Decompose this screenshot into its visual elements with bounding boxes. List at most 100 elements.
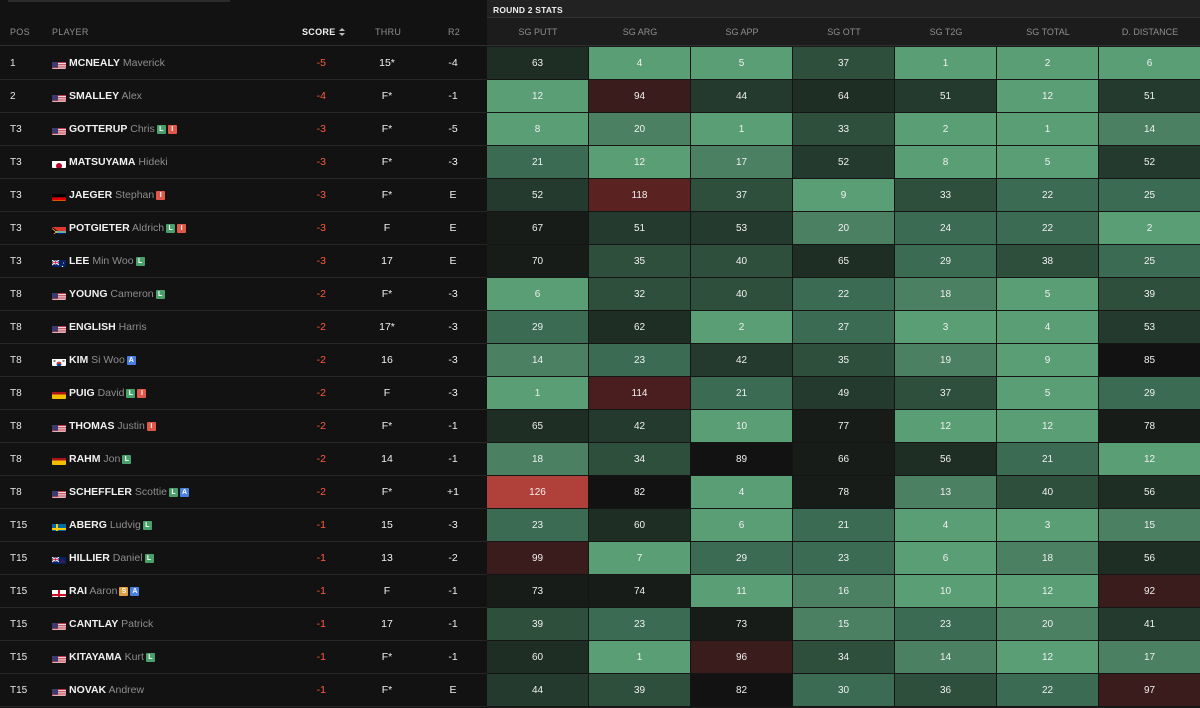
player-name[interactable]: THOMAS Justin I [69,420,156,432]
player-row[interactable]: T3 MATSUYAMA Hideki -3 F* -3 [0,146,487,179]
stat-cell-sg-ott: 15 [793,608,895,641]
player-name[interactable]: KITAYAMA Kurt L [69,651,155,663]
player-last-name: ENGLISH [69,321,116,333]
live-badge-icon: L [169,488,179,497]
stat-header-sg-app[interactable]: SG APP [725,27,759,37]
korea-flag-icon [52,356,66,366]
stat-cell-sg-t2g: 6 [895,542,997,575]
player-row[interactable]: T3 GOTTERUP Chris L I -3 F* -5 [0,113,487,146]
player-name[interactable]: CANTLAY Patrick [69,618,153,630]
player-row[interactable]: T15 ABERG Ludvig L -1 15 -3 [0,509,487,542]
player-first-name: Kurt [121,651,144,663]
player-name[interactable]: YOUNG Cameron L [69,288,165,300]
player-row[interactable]: T8 RAHM Jon L -2 14 -1 [0,443,487,476]
player-round2: -2 [448,552,458,564]
player-thru: F* [381,123,393,135]
player-position: T15 [10,586,28,597]
header-r2[interactable]: R2 [448,27,461,37]
player-name[interactable]: PUIG David L I [69,387,147,399]
stat-cell-sg-ott: 34 [793,641,895,674]
player-name[interactable]: KIM Si Woo A [69,354,136,366]
stat-cell-sg-putt: 12 [487,80,589,113]
stat-cell-sg-putt: 21 [487,146,589,179]
player-last-name: MCNEALY [69,57,120,69]
player-row[interactable]: T15 HILLIER Daniel L -1 13 -2 [0,542,487,575]
stat-cell-sg-arg: 1 [589,641,691,674]
player-name[interactable]: MATSUYAMA Hideki [69,156,168,168]
stat-cell-sg-app: 5 [691,47,793,80]
player-name[interactable]: ABERG Ludvig L [69,519,152,531]
stat-cell-sg-ott: 65 [793,245,895,278]
player-name[interactable]: MCNEALY Maverick [69,57,165,69]
player-row[interactable]: T8 KIM Si Woo A -2 16 -3 [0,344,487,377]
player-thru: F* [381,288,393,300]
player-name[interactable]: HILLIER Daniel L [69,552,154,564]
player-name[interactable]: LEE Min Woo L [69,255,145,267]
player-round2: -3 [448,156,458,168]
stat-cell-sg-app: 21 [691,377,793,410]
usa-flag-icon [52,125,66,135]
player-score: -3 [316,189,326,201]
stats-row: 23 60 6 21 4 3 15 [487,509,1200,542]
stat-cell-d-distance: 78 [1099,410,1200,443]
player-score: -2 [316,486,326,498]
stat-cell-sg-total: 20 [997,608,1099,641]
player-row[interactable]: T8 PUIG David L I -2 F -3 [0,377,487,410]
player-row[interactable]: T15 NOVAK Andrew -1 F* E [0,674,487,707]
stat-cell-sg-ott: 16 [793,575,895,608]
player-row[interactable]: T8 ENGLISH Harris -2 17* -3 [0,311,487,344]
stats-panel: ROUND 2 STATS SG PUTT SG ARG SG APP SG OTT S… [487,0,1200,708]
stat-header-sg-putt[interactable]: SG PUTT [518,27,558,37]
player-row[interactable]: 2 SMALLEY Alex -4 F* -1 [0,80,487,113]
player-row[interactable]: T8 SCHEFFLER Scottie L A -2 F* +1 [0,476,487,509]
stat-header-sg-total[interactable]: SG TOTAL [1026,27,1070,37]
player-row[interactable]: T8 YOUNG Cameron L -2 F* -3 [0,278,487,311]
player-row[interactable]: T15 KITAYAMA Kurt L -1 F* -1 [0,641,487,674]
player-row[interactable]: T3 LEE Min Woo L -3 17 E [0,245,487,278]
stat-header-sg-arg[interactable]: SG ARG [622,27,658,37]
stat-cell-d-distance: 29 [1099,377,1200,410]
player-thru: 16 [381,354,393,366]
player-round2: -1 [448,90,458,102]
player-name[interactable]: GOTTERUP Chris L I [69,123,177,135]
japan-flag-icon [52,158,66,168]
player-row[interactable]: T3 JAEGER Stephan I -3 F* E [0,179,487,212]
header-thru[interactable]: THRU [375,27,402,37]
player-first-name: Si Woo [88,354,125,366]
stat-header-d-distance[interactable]: D. DISTANCE [1121,27,1179,37]
player-row[interactable]: T15 RAI Aaron S A -1 F -1 [0,575,487,608]
player-name[interactable]: RAHM Jon L [69,453,132,465]
player-name[interactable]: JAEGER Stephan I [69,189,166,201]
player-thru: F* [381,90,393,102]
player-row[interactable]: T3 POTGIETER Aldrich L I -3 F E [0,212,487,245]
player-thru: F* [381,189,393,201]
player-name[interactable]: SMALLEY Alex [69,90,142,102]
player-name[interactable]: POTGIETER Aldrich L I [69,222,187,234]
stat-cell-sg-arg: 4 [589,47,691,80]
player-last-name: YOUNG [69,288,108,300]
player-thru: 15* [379,57,395,69]
header-player[interactable]: PLAYER [52,27,89,37]
player-last-name: HILLIER [69,552,110,564]
player-first-name: Daniel [109,552,143,564]
stat-header-sg-ott[interactable]: SG OTT [827,27,861,37]
header-score[interactable]: SCORE [302,27,345,37]
player-name[interactable]: ENGLISH Harris [69,321,147,333]
stat-header-sg-t2g[interactable]: SG T2G [929,27,963,37]
stat-cell-sg-total: 12 [997,575,1099,608]
header-pos[interactable]: POS [10,27,30,37]
player-score: -3 [316,255,326,267]
stat-cell-sg-app: 44 [691,80,793,113]
player-name[interactable]: SCHEFFLER Scottie L A [69,486,190,498]
player-row[interactable]: 1 MCNEALY Maverick -5 15* -4 [0,47,487,80]
player-score: -2 [316,387,326,399]
player-round2: -1 [448,453,458,465]
player-round2: E [449,189,457,201]
player-name[interactable]: NOVAK Andrew [69,684,144,696]
stats-row: 65 42 10 77 12 12 78 [487,410,1200,443]
stat-cell-d-distance: 85 [1099,344,1200,377]
player-row[interactable]: T8 THOMAS Justin I -2 F* -1 [0,410,487,443]
stat-cell-sg-t2g: 10 [895,575,997,608]
player-row[interactable]: T15 CANTLAY Patrick -1 17 -1 [0,608,487,641]
player-name[interactable]: RAI Aaron S A [69,585,140,597]
